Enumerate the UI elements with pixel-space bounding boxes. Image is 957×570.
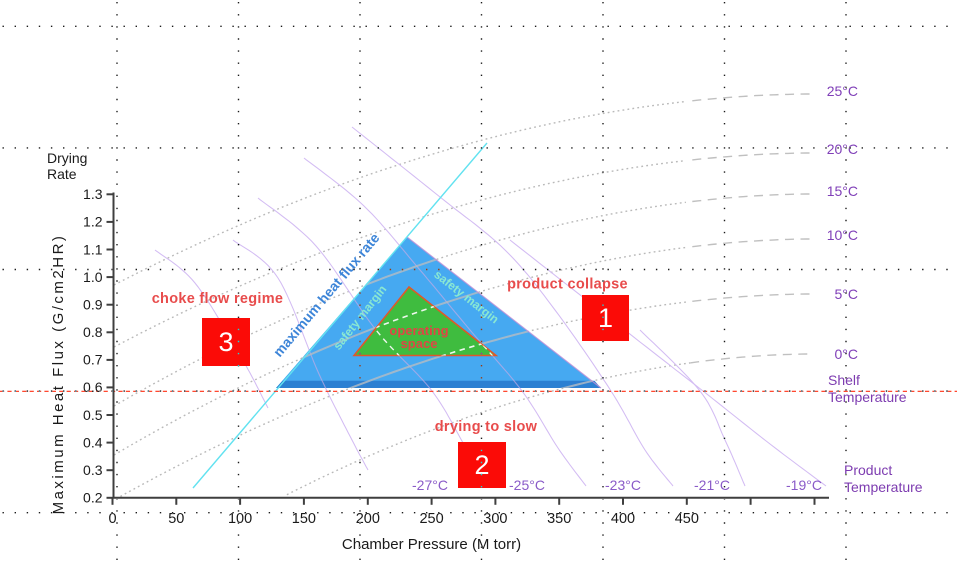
- svg-text:200: 200: [356, 511, 380, 527]
- svg-text:100: 100: [228, 511, 252, 527]
- svg-text:2: 2: [474, 450, 489, 480]
- svg-text:-19°C: -19°C: [786, 477, 822, 493]
- svg-text:0: 0: [108, 511, 116, 527]
- svg-text:0.2: 0.2: [83, 490, 103, 506]
- svg-text:space: space: [401, 336, 438, 351]
- svg-text:25°C: 25°C: [827, 83, 858, 99]
- svg-text:product collapse: product collapse: [507, 277, 628, 293]
- svg-text:Rate: Rate: [47, 166, 77, 182]
- svg-text:Temperature: Temperature: [828, 389, 907, 405]
- svg-text:drying to slow: drying to slow: [435, 419, 538, 435]
- svg-text:0.4: 0.4: [83, 434, 103, 450]
- svg-text:-25°C: -25°C: [509, 477, 545, 493]
- svg-text:0.5: 0.5: [83, 407, 103, 423]
- svg-text:operating: operating: [389, 323, 448, 338]
- svg-text:20°C: 20°C: [827, 141, 858, 157]
- svg-text:350: 350: [547, 511, 571, 527]
- svg-text:50: 50: [168, 511, 184, 527]
- svg-text:choke flow regime: choke flow regime: [152, 291, 284, 307]
- svg-text:1.3: 1.3: [83, 186, 103, 202]
- svg-text:0.3: 0.3: [83, 462, 103, 478]
- svg-text:3: 3: [218, 327, 233, 357]
- svg-text:250: 250: [419, 511, 443, 527]
- svg-text:Shelf: Shelf: [828, 372, 860, 388]
- svg-text:0.8: 0.8: [83, 324, 103, 340]
- svg-text:400: 400: [611, 511, 635, 527]
- svg-text:10°C: 10°C: [827, 227, 858, 243]
- svg-text:300: 300: [483, 511, 507, 527]
- svg-text:1.2: 1.2: [83, 214, 103, 230]
- svg-text:0.7: 0.7: [83, 352, 103, 368]
- svg-text:-23°C: -23°C: [605, 477, 641, 493]
- svg-text:0.6: 0.6: [83, 379, 103, 395]
- svg-text:150: 150: [292, 511, 316, 527]
- svg-text:Temperature: Temperature: [844, 479, 923, 495]
- svg-text:450: 450: [675, 511, 699, 527]
- svg-text:1.1: 1.1: [83, 241, 103, 257]
- svg-text:Product: Product: [844, 462, 892, 478]
- svg-text:Maximum Heat Flux (G/cm2HR): Maximum Heat Flux (G/cm2HR): [50, 234, 67, 515]
- svg-text:-27°C: -27°C: [412, 477, 448, 493]
- svg-text:0.9: 0.9: [83, 297, 103, 313]
- svg-text:15°C: 15°C: [827, 183, 858, 199]
- svg-text:1: 1: [598, 303, 613, 333]
- svg-text:Drying: Drying: [47, 150, 87, 166]
- svg-text:Chamber Pressure (M torr): Chamber Pressure (M torr): [342, 536, 521, 553]
- svg-text:1.0: 1.0: [83, 269, 103, 285]
- svg-text:-21°C: -21°C: [694, 477, 730, 493]
